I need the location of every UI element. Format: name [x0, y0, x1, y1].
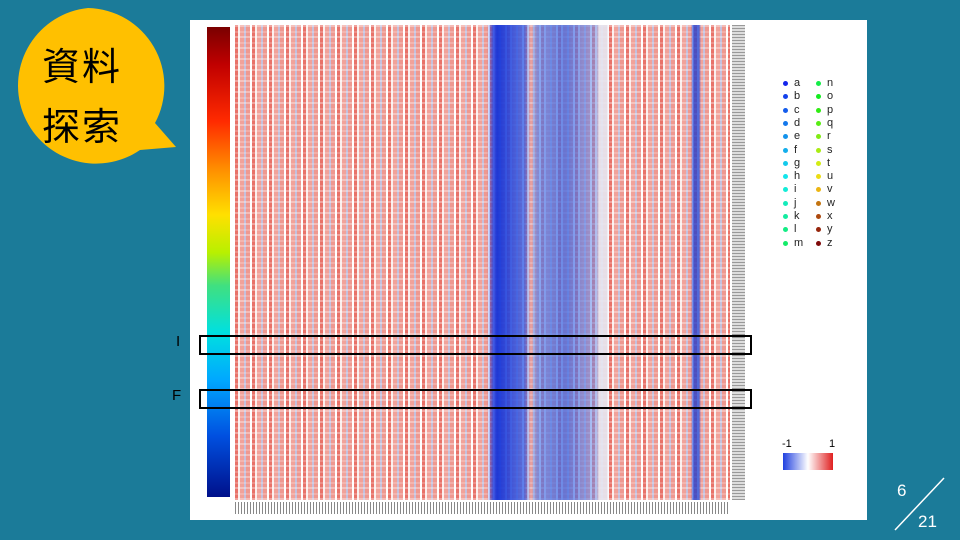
legend-swatch	[783, 187, 788, 193]
legend-label: g	[794, 156, 801, 169]
legend-swatch	[783, 94, 788, 100]
legend-swatch	[816, 107, 821, 113]
legend-label: q	[827, 116, 834, 129]
legend-swatch	[816, 174, 821, 180]
legend-swatch	[783, 174, 788, 180]
legend-label: r	[827, 130, 831, 143]
legend-label: u	[827, 170, 834, 183]
marker-label: F	[172, 387, 182, 404]
page-current: 6	[897, 481, 907, 500]
legend-swatch	[816, 81, 821, 86]
legend-label: s	[827, 143, 833, 156]
legend-label: d	[794, 116, 801, 129]
legend-swatch	[816, 227, 821, 233]
legend-swatch	[816, 187, 821, 193]
legend-label: a	[794, 77, 801, 89]
legend-swatch	[816, 120, 821, 126]
legend-label: z	[827, 236, 833, 249]
highlight-box	[199, 389, 752, 409]
legend-swatch	[783, 227, 788, 233]
speech-bubble	[18, 8, 177, 164]
legend-label: e	[794, 130, 801, 143]
legend-label: n	[827, 77, 834, 89]
scale-bar	[783, 453, 833, 470]
bubble-line: 資料	[42, 45, 123, 89]
legend-label: o	[827, 90, 834, 103]
legend-swatch	[783, 107, 788, 113]
cluster-colorbar	[207, 27, 230, 497]
bubble-line: 探索	[42, 105, 123, 149]
legend-label: v	[827, 183, 833, 196]
legend-label: y	[827, 223, 833, 236]
legend-label: b	[794, 90, 801, 103]
legend-label: i	[794, 183, 797, 196]
legend-label: l	[794, 223, 797, 236]
legend-swatch	[783, 147, 788, 153]
legend-swatch	[816, 200, 821, 206]
legend-swatch	[816, 240, 821, 246]
legend-label: w	[827, 196, 835, 209]
legend-swatch	[816, 160, 821, 166]
legend-swatch	[783, 160, 788, 166]
column-labels	[235, 502, 730, 514]
legend-swatch	[783, 120, 788, 126]
legend-swatch	[816, 134, 821, 140]
legend-swatch	[783, 134, 788, 140]
legend-swatch	[816, 147, 821, 153]
legend-label: k	[794, 210, 800, 222]
legend-label: j	[794, 196, 797, 209]
scale-max: 1	[829, 438, 836, 450]
highlight-box	[199, 335, 752, 355]
legend-label: c	[794, 103, 800, 116]
legend-swatch	[783, 81, 788, 86]
page-total: 21	[918, 512, 937, 531]
legend-label: t	[827, 156, 831, 169]
marker-label: I	[176, 333, 181, 350]
scale-min: -1	[782, 438, 792, 450]
legend-swatch	[816, 94, 821, 100]
legend-swatch	[783, 214, 788, 219]
legend-swatch	[783, 240, 788, 246]
legend-swatch	[816, 214, 821, 219]
legend-label: f	[794, 143, 798, 156]
heatmap-image	[235, 25, 730, 500]
legend-swatch	[783, 200, 788, 206]
legend-label: h	[794, 170, 801, 183]
legend-label: x	[827, 210, 833, 222]
row-labels	[732, 25, 745, 500]
legend-label: m	[794, 236, 804, 249]
legend-label: p	[827, 103, 834, 116]
